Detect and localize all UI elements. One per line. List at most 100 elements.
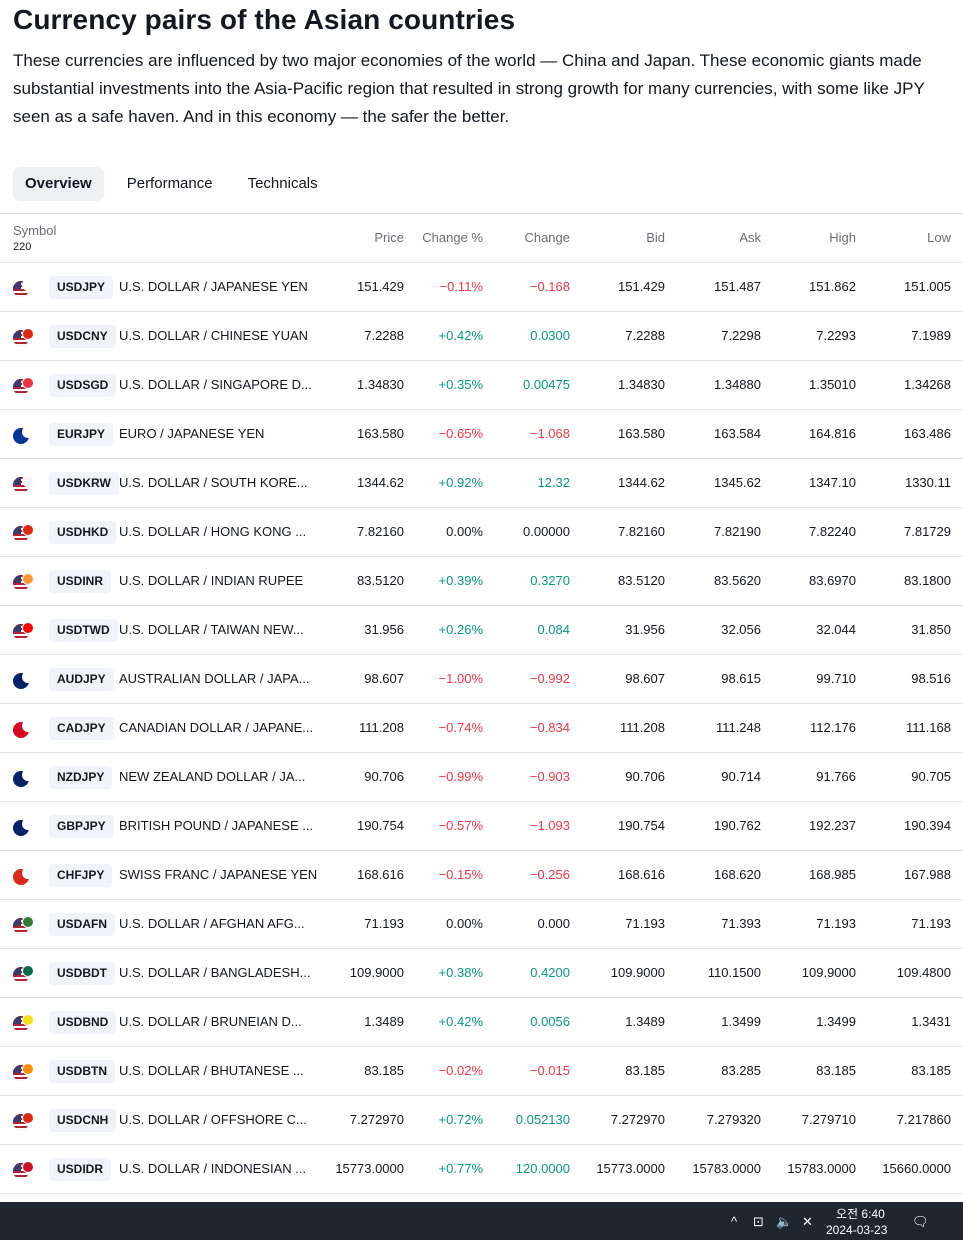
pair-description[interactable]: CANADIAN DOLLAR / JAPANE... [119,720,314,735]
pair-description[interactable]: U.S. DOLLAR / SOUTH KORE... [119,475,308,490]
ticker-badge[interactable]: AUDJPY [49,668,114,691]
table-row[interactable]: USDBTN U.S. DOLLAR / BHUTANESE ... 83.185 −… [0,1047,963,1096]
table-row[interactable]: USDCNY U.S. DOLLAR / CHINESE YUAN 7.2288 +0… [0,312,963,361]
table-row[interactable]: USDJPY U.S. DOLLAR / JAPANESE YEN 151.429 −… [0,263,963,312]
chevron-up-icon[interactable]: ^ [731,1214,738,1229]
ticker-badge[interactable]: CADJPY [49,717,114,740]
bid-cell: 1.3489 [625,1014,665,1029]
ticker-badge[interactable]: USDSGD [49,374,117,397]
taskbar-date[interactable]: 2024-03-23 [826,1223,888,1237]
pair-description[interactable]: NEW ZEALAND DOLLAR / JA... [119,769,306,784]
ticker-badge[interactable]: USDBTN [49,1060,115,1083]
table-row[interactable]: USDINR U.S. DOLLAR / INDIAN RUPEE 83.5120 +… [0,557,963,606]
tab-overview[interactable]: Overview [13,167,104,201]
close-icon[interactable]: ✕ [802,1214,813,1229]
pair-description[interactable]: U.S. DOLLAR / INDIAN RUPEE [119,573,304,588]
ticker-badge[interactable]: USDBND [49,1011,117,1034]
ask-cell: 98.615 [721,671,761,686]
ticker-badge[interactable]: CHFJPY [49,864,113,887]
table-row[interactable]: GBPJPY BRITISH POUND / JAPANESE ... 190.75… [0,802,963,851]
network-icon[interactable]: ⊡ [753,1214,764,1229]
change-cell: −1.093 [529,818,570,833]
column-header-change[interactable]: Change [524,230,570,245]
change-pct-cell: +0.26% [438,622,483,637]
ticker-badge[interactable]: USDJPY [49,276,114,299]
column-header-price[interactable]: Price [374,230,404,245]
pair-description[interactable]: U.S. DOLLAR / BHUTANESE ... [119,1063,304,1078]
table-row[interactable]: USDBDT U.S. DOLLAR / BANGLADESH... 109.900… [0,949,963,998]
pair-description[interactable]: U.S. DOLLAR / BRUNEIAN D... [119,1014,302,1029]
column-header-low[interactable]: Low [927,230,951,245]
us-flag-icon [13,279,35,297]
table-row[interactable]: USDIDR U.S. DOLLAR / INDONESIAN ... 15773.… [0,1145,963,1194]
ask-cell: 168.620 [714,867,761,882]
table-row[interactable]: EURJPY EURO / JAPANESE YEN 163.580 −0.65% −1… [0,410,963,459]
column-header-bid[interactable]: Bid [646,230,665,245]
ca-flag-icon [13,720,35,738]
table-row[interactable]: USDTWD U.S. DOLLAR / TAIWAN NEW... 31.956 +… [0,606,963,655]
ticker-badge[interactable]: USDAFN [49,913,115,936]
volume-icon[interactable]: 🔈 [776,1214,793,1229]
pair-description[interactable]: U.S. DOLLAR / HONG KONG ... [119,524,307,539]
ticker-badge[interactable]: USDTWD [49,619,118,642]
column-header-high[interactable]: High [829,230,856,245]
ticker-badge[interactable]: EURJPY [49,423,114,446]
ticker-badge[interactable]: USDBDT [49,962,115,985]
notification-icon[interactable]: 🗨 [912,1214,929,1229]
pair-description[interactable]: U.S. DOLLAR / SINGAPORE D... [119,377,312,392]
tab-performance[interactable]: Performance [126,175,213,192]
low-cell: 83.1800 [904,573,951,588]
ticker-badge[interactable]: USDCNY [49,325,116,348]
pair-description[interactable]: SWISS FRANC / JAPANESE YEN [119,867,318,882]
column-header-symbol[interactable]: Symbol [13,223,57,238]
high-cell: 151.862 [809,279,856,294]
pair-description[interactable]: U.S. DOLLAR / BANGLADESH... [119,965,311,980]
ticker-badge[interactable]: USDCNH [49,1109,117,1132]
ticker-badge[interactable]: GBPJPY [49,815,114,838]
ticker-badge[interactable]: USDIDR [49,1158,112,1181]
table-row[interactable]: USDBND U.S. DOLLAR / BRUNEIAN D... 1.3489 +… [0,998,963,1047]
table-row[interactable]: AUDJPY AUSTRALIAN DOLLAR / JAPA... 98.607 −… [0,655,963,704]
pair-description[interactable]: U.S. DOLLAR / AFGHAN AFG... [119,916,305,931]
bid-cell: 7.272970 [610,1112,665,1127]
ticker-badge[interactable]: USDKRW [49,472,119,495]
low-cell: 7.81729 [904,524,951,539]
table-row[interactable]: CHFJPY SWISS FRANC / JAPANESE YEN 168.616 −… [0,851,963,900]
high-cell: 71.193 [816,916,856,931]
change-pct-cell: −0.02% [438,1063,483,1078]
price-cell: 1.3489 [364,1014,404,1029]
price-cell: 83.185 [364,1063,404,1078]
bid-cell: 7.82160 [618,524,665,539]
ask-cell: 163.584 [714,426,761,441]
pair-description[interactable]: U.S. DOLLAR / CHINESE YUAN [119,328,309,343]
table-row[interactable]: CADJPY CANADIAN DOLLAR / JAPANE... 111.208… [0,704,963,753]
ask-cell: 15783.0000 [692,1161,761,1176]
table-row[interactable]: NZDJPY NEW ZEALAND DOLLAR / JA... 90.706 −0… [0,753,963,802]
taskbar: ^ ⊡ 🔈 ✕ 오전 6:40 2024-03-23 🗨 [0,1202,963,1240]
ask-cell: 110.1500 [707,965,761,980]
pair-description[interactable]: U.S. DOLLAR / TAIWAN NEW... [119,622,304,637]
pair-description[interactable]: AUSTRALIAN DOLLAR / JAPA... [119,671,310,686]
taskbar-time[interactable]: 오전 6:40 [836,1207,885,1221]
pair-description[interactable]: BRITISH POUND / JAPANESE ... [119,818,314,833]
tab-technicals[interactable]: Technicals [247,175,318,192]
column-header-change-pct[interactable]: Change % [422,230,483,245]
pair-description[interactable]: U.S. DOLLAR / INDONESIAN ... [119,1161,307,1176]
ticker-badge[interactable]: NZDJPY [49,766,113,789]
low-cell: 15660.0000 [882,1161,951,1176]
pair-description[interactable]: EURO / JAPANESE YEN [119,426,265,441]
change-cell: −0.168 [529,279,570,294]
pair-description[interactable]: U.S. DOLLAR / OFFSHORE C... [119,1112,307,1127]
table-row[interactable]: USDKRW U.S. DOLLAR / SOUTH KORE... 1344.62… [0,459,963,508]
pair-description[interactable]: U.S. DOLLAR / JAPANESE YEN [119,279,308,294]
table-row[interactable]: USDCNH U.S. DOLLAR / OFFSHORE C... 7.27297… [0,1096,963,1145]
low-cell: 109.4800 [896,965,951,980]
ticker-badge[interactable]: USDHKD [49,521,117,544]
ticker-badge[interactable]: USDINR [49,570,112,593]
currency-table: Symbol 220 Price Change % Change Bid Ask… [0,213,963,1194]
table-row[interactable]: USDSGD U.S. DOLLAR / SINGAPORE D... 1.3483… [0,361,963,410]
table-row[interactable]: USDAFN U.S. DOLLAR / AFGHAN AFG... 71.193 0… [0,900,963,949]
column-header-ask[interactable]: Ask [739,230,761,245]
ask-cell: 32.056 [721,622,761,637]
table-row[interactable]: USDHKD U.S. DOLLAR / HONG KONG ... 7.82160… [0,508,963,557]
